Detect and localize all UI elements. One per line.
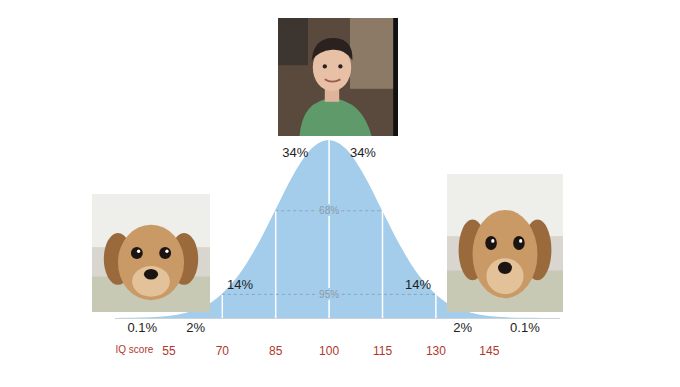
svg-text:130: 130 (426, 344, 446, 358)
svg-text:34%34: 34%34 (350, 145, 376, 160)
svg-text:2%2: 2%2 (453, 320, 472, 335)
svg-text:95%95: 95%95 (319, 289, 339, 300)
svg-text:IQ score: IQ score (116, 344, 154, 355)
svg-text:85: 85 (269, 344, 283, 358)
svg-text:34%34: 34%34 (282, 145, 308, 160)
svg-text:14%14: 14%14 (405, 277, 431, 292)
svg-text:100: 100 (319, 344, 339, 358)
svg-text:115: 115 (373, 344, 392, 358)
svg-text:14%14: 14%14 (227, 277, 253, 292)
svg-text:145: 145 (479, 344, 499, 358)
svg-text:2%2: 2%2 (186, 320, 205, 335)
svg-text:55: 55 (162, 344, 176, 358)
svg-text:0.1%0.1: 0.1%0.1 (127, 320, 157, 335)
svg-text:0.1%0.1: 0.1%0.1 (510, 320, 540, 335)
svg-text:70: 70 (216, 344, 230, 358)
svg-text:68%68: 68%68 (319, 205, 339, 216)
